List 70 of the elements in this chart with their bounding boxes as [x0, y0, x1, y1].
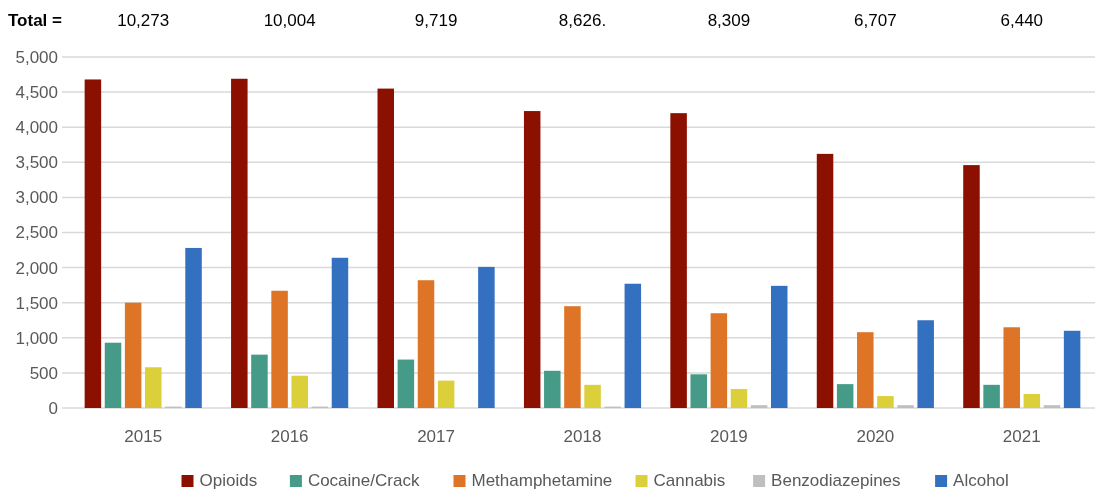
bar	[836, 384, 854, 408]
x-tick-label: 2018	[563, 427, 602, 446]
text: 8,626.	[558, 11, 607, 30]
legend-label: Opioids	[199, 471, 258, 490]
y-tick-label: 5,000	[15, 47, 58, 67]
y-tick-label: 2,500	[15, 223, 58, 243]
bar	[1043, 405, 1061, 408]
legend-label: Cannabis	[653, 471, 726, 490]
bar	[437, 380, 455, 408]
bar	[710, 313, 728, 408]
y-tick-label: 4,500	[15, 83, 58, 103]
bar	[1023, 393, 1041, 408]
bar	[897, 405, 914, 408]
y-tick-label: 3,000	[15, 188, 58, 208]
bar	[730, 389, 748, 408]
bar	[145, 367, 162, 408]
bar	[417, 280, 435, 408]
text: 6,707	[854, 11, 897, 30]
bar	[857, 332, 874, 408]
text: 8,309	[707, 11, 751, 30]
bar	[963, 165, 980, 408]
legend-label: Alcohol	[953, 471, 1009, 490]
y-tick-label: 2,000	[15, 258, 58, 278]
bar	[377, 88, 394, 408]
y-tick-label: 1,500	[15, 293, 58, 313]
bar	[104, 342, 122, 408]
x-tick-label: 2021	[1002, 427, 1041, 446]
text: 10,273	[117, 11, 170, 30]
x-tick-label: 2015	[124, 427, 163, 446]
bar	[271, 290, 288, 408]
bar	[564, 306, 581, 408]
bar	[231, 78, 248, 408]
bar	[397, 359, 415, 408]
bar	[917, 320, 934, 408]
legend-label: Benzodiazepines	[771, 471, 901, 490]
y-tick-label: 1,000	[15, 328, 58, 348]
bar	[331, 257, 349, 408]
bar	[124, 302, 142, 408]
x-tick-label: 2020	[856, 427, 895, 446]
bar	[690, 374, 707, 408]
text: 10,004	[263, 11, 316, 30]
x-tick-label: 2017	[417, 427, 455, 446]
y-tick-label: 500	[29, 363, 58, 383]
bar	[523, 111, 541, 408]
bar	[84, 79, 102, 408]
text: 9,719	[414, 11, 458, 30]
legend-label: Cocaine/Crack	[307, 471, 420, 490]
bar	[983, 384, 1000, 408]
y-tick-label: 3,500	[15, 153, 58, 173]
y-tick-label: 4,000	[15, 118, 58, 138]
bar	[816, 153, 834, 408]
bar	[1003, 327, 1020, 408]
bar	[624, 283, 642, 408]
bar	[291, 375, 308, 408]
bar	[478, 266, 495, 408]
y-tick-label: 0	[48, 398, 58, 418]
bar	[544, 370, 561, 408]
bar	[1063, 330, 1081, 408]
x-tick-label: 2019	[710, 427, 748, 446]
x-tick-label: 2016	[270, 427, 309, 446]
bar	[185, 247, 202, 408]
text: 6,440	[1000, 11, 1044, 30]
bar	[670, 113, 687, 408]
bar	[877, 396, 894, 408]
text: Total =	[8, 11, 63, 30]
bar	[750, 405, 768, 408]
bar	[251, 354, 268, 408]
bar	[584, 384, 601, 408]
bar	[771, 285, 788, 408]
legend-label: Methamphetamine	[471, 471, 613, 490]
